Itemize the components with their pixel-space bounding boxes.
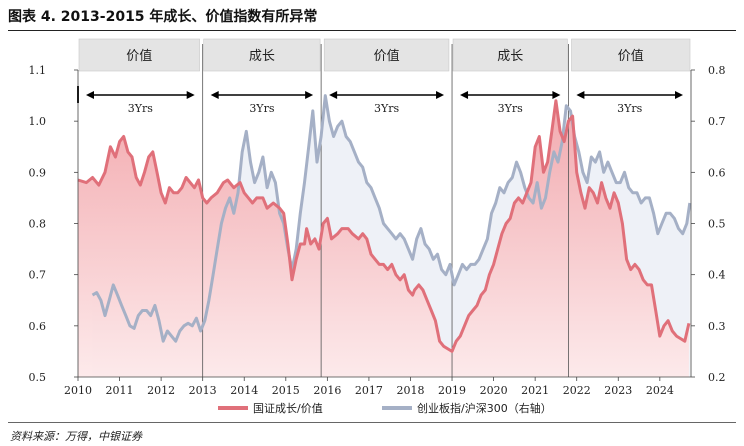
phase-label: 成长 [497, 49, 523, 64]
span-arrow-left-head [210, 91, 219, 99]
phase-label: 价值 [126, 48, 152, 64]
phase-box [571, 38, 691, 72]
y-right-tick-label: 0.8 [708, 64, 726, 77]
x-tick-label: 2021 [521, 384, 549, 397]
phase-box [78, 38, 200, 72]
x-tick-label: 2014 [230, 384, 258, 397]
x-tick-label: 2012 [147, 384, 175, 397]
legend-label-right-series: 创业板指/沪深300（右轴） [417, 401, 552, 415]
span-arrow-left-head [576, 91, 585, 99]
phase-label: 成长 [249, 49, 275, 64]
legend-label-left-series: 国证成长/价值 [253, 402, 323, 415]
span-arrow-left-head [329, 91, 338, 99]
phase-dividers [202, 44, 569, 377]
span-arrow-right-head [436, 91, 445, 99]
span-arrow-right-head [675, 91, 683, 99]
chart-title: 图表 4. 2013-2015 年成长、价值指数有所异常 [8, 9, 318, 25]
y-left-tick-label: 0.7 [29, 269, 47, 282]
span-arrow-right-head [552, 91, 561, 99]
span-arrow-right-head [305, 91, 314, 99]
left-series-fill [78, 100, 689, 377]
span-label: 3Yrs [128, 102, 154, 115]
source-rule [8, 422, 736, 423]
phase-labels: 价值 成长 价值 成长 价值 [78, 38, 691, 72]
legend: 国证成长/价值 创业板指/沪深300（右轴） [218, 401, 552, 415]
y-left-tick-label: 1.1 [29, 64, 47, 77]
span-label: 3Yrs [498, 102, 524, 115]
y-left-tick-label: 0.5 [29, 371, 47, 384]
phase-box [452, 38, 568, 72]
y-right-tick-label: 0.7 [708, 115, 726, 128]
x-tick-label: 2013 [189, 384, 217, 397]
period-spans: 3Yrs 3Yrs 3Yrs 3Yrs 3Yrs [77, 86, 683, 115]
x-tick-label: 2010 [64, 384, 92, 397]
left-series-area [78, 100, 689, 377]
series-lines [77, 94, 692, 353]
y-right-tick-label: 0.5 [708, 218, 726, 231]
y-right-tick-label: 0.6 [708, 166, 726, 179]
x-tick-label: 2011 [106, 384, 134, 397]
axes: 2010 2011 2012 2013 2014 2015 2016 2017 2018 2019… [29, 64, 726, 397]
phase-label: 价值 [618, 48, 644, 64]
span-arrow-left-head [460, 91, 469, 99]
x-tick-label: 2017 [355, 384, 383, 397]
span-arrow-right-head [186, 91, 195, 99]
phase-box [323, 38, 450, 72]
span-label: 3Yrs [249, 102, 275, 115]
y-right-tick-label: 0.3 [708, 320, 726, 333]
y-right-tick-label: 0.4 [708, 269, 726, 282]
y-left-tick-label: 0.9 [29, 166, 47, 179]
span-arrow-left-head [86, 91, 94, 99]
x-tick-label: 2020 [480, 384, 508, 397]
x-tick-label: 2016 [313, 384, 341, 397]
x-tick-label: 2023 [604, 384, 632, 397]
y-left-tick-label: 0.8 [29, 218, 47, 231]
x-tick-label: 2022 [563, 384, 591, 397]
y-left-tick-label: 1.0 [29, 115, 47, 128]
source-note: 资料来源：万得，中银证券 [10, 430, 142, 443]
phase-label: 价值 [374, 48, 400, 64]
span-label: 3Yrs [374, 102, 400, 115]
x-tick-label: 2015 [272, 384, 300, 397]
right-series-line [91, 94, 692, 343]
title-rule [8, 30, 736, 31]
y-left-tick-label: 0.6 [29, 320, 47, 333]
x-tick-label: 2018 [396, 384, 424, 397]
left-series-line [77, 99, 691, 353]
x-tick-label: 2024 [646, 384, 674, 397]
phase-box [203, 38, 321, 72]
y-right-tick-label: 0.2 [708, 371, 726, 384]
span-label: 3Yrs [617, 102, 643, 115]
x-tick-label: 2019 [438, 384, 466, 397]
